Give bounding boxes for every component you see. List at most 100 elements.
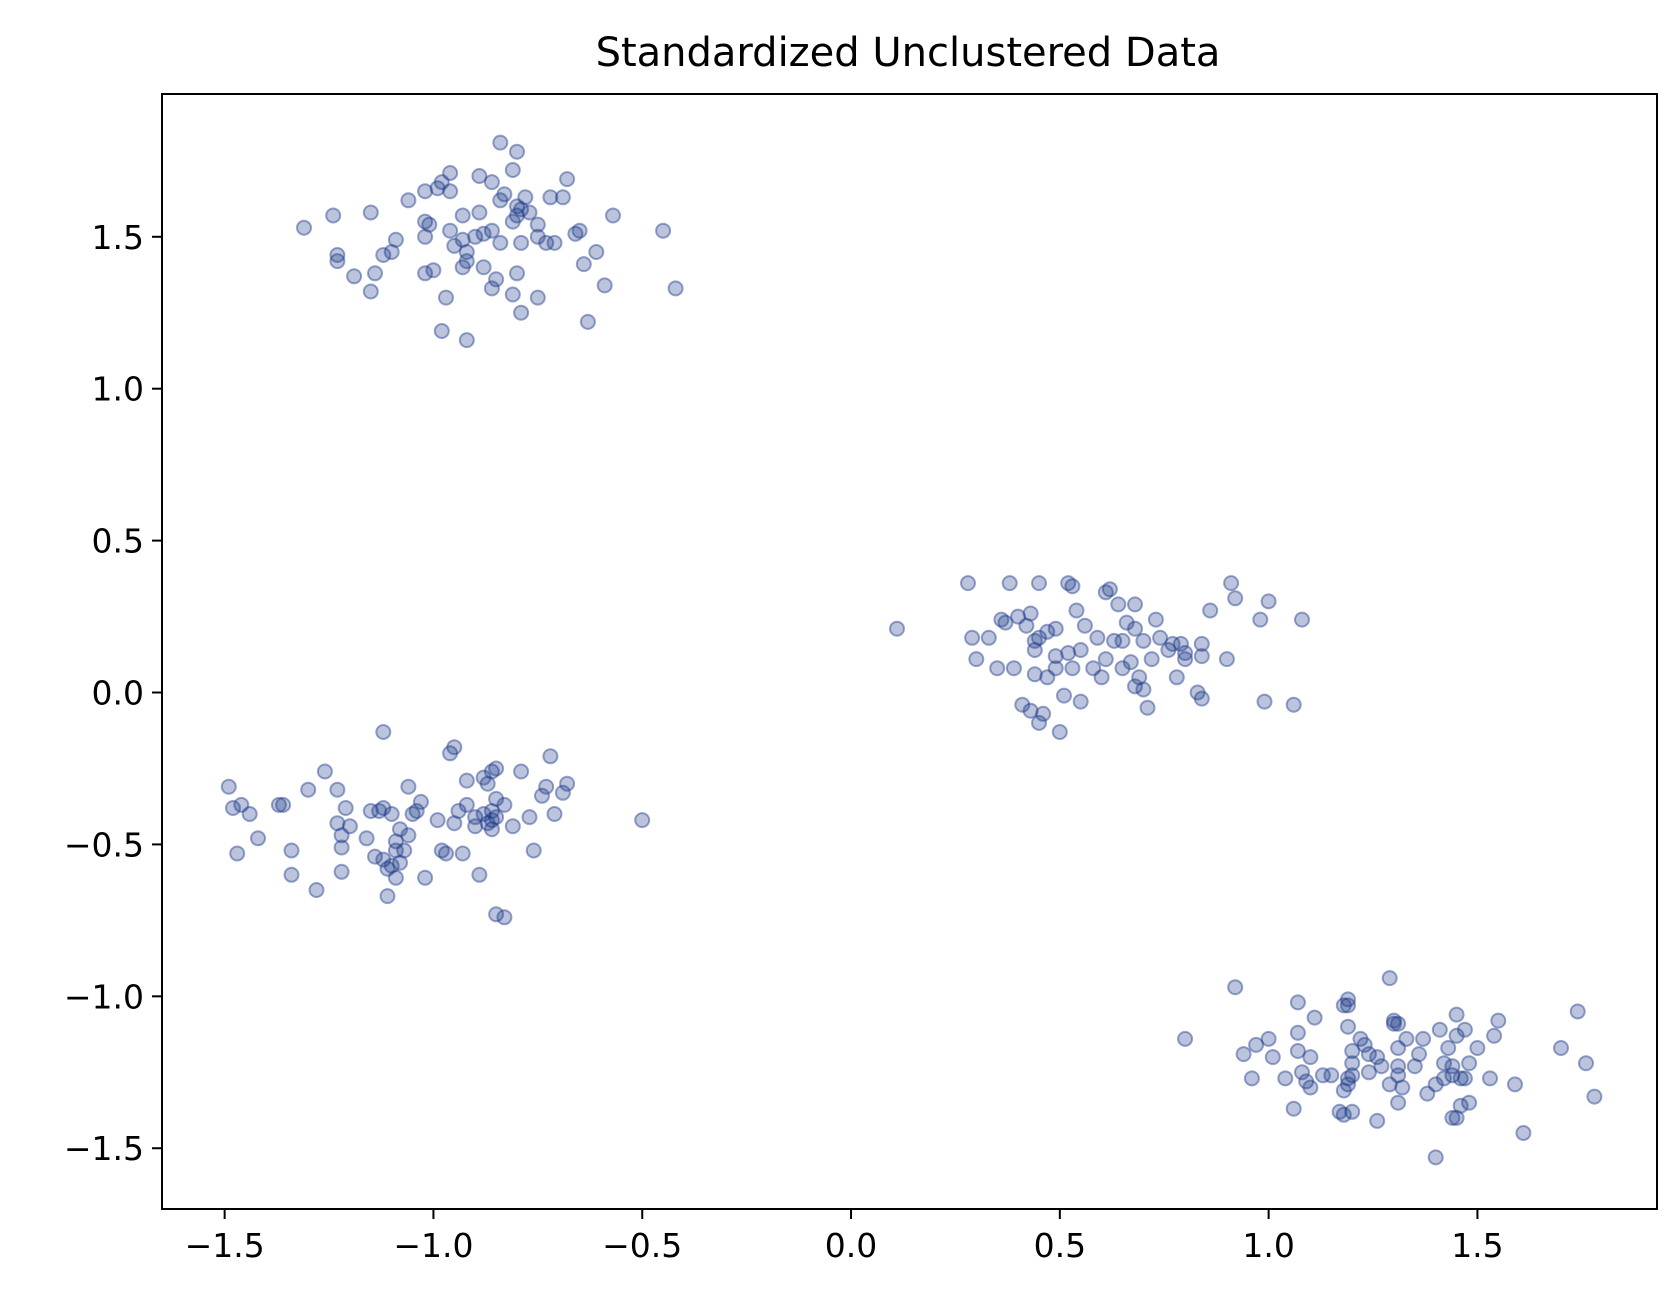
- x-tick-label: 0.0: [825, 1226, 877, 1265]
- data-point: [1252, 611, 1269, 628]
- data-point: [546, 234, 563, 251]
- data-point: [1060, 575, 1077, 592]
- data-point: [341, 818, 358, 835]
- data-point: [1486, 1027, 1503, 1044]
- data-point: [329, 247, 346, 263]
- data-point: [1035, 705, 1052, 722]
- data-point: [333, 827, 350, 844]
- data-point: [1064, 578, 1081, 595]
- data-point: [316, 763, 333, 780]
- data-point: [1039, 623, 1056, 640]
- data-point: [1114, 632, 1131, 649]
- data-point: [471, 204, 488, 221]
- data-point: [1164, 635, 1181, 652]
- data-point: [488, 906, 505, 923]
- data-point: [325, 207, 342, 224]
- data-point: [383, 806, 400, 822]
- data-point: [458, 253, 475, 270]
- data-point: [1131, 669, 1148, 686]
- data-point: [496, 186, 513, 203]
- data-point: [425, 262, 442, 279]
- data-point: [1352, 1030, 1369, 1047]
- data-point: [964, 629, 981, 646]
- data-point: [1097, 584, 1114, 601]
- data-point: [1026, 666, 1043, 683]
- data-point: [1448, 1027, 1465, 1044]
- data-point: [387, 842, 404, 859]
- data-point: [1436, 1070, 1452, 1087]
- data-point: [588, 244, 605, 260]
- data-point: [483, 821, 500, 838]
- data-point: [1172, 635, 1189, 652]
- data-point: [1260, 593, 1277, 610]
- data-point: [1085, 660, 1102, 677]
- data-point: [1340, 1070, 1356, 1087]
- data-point: [488, 809, 505, 826]
- data-point: [1461, 1094, 1478, 1111]
- data-point: [450, 803, 467, 819]
- data-point: [375, 851, 392, 868]
- data-point: [375, 800, 392, 816]
- data-point: [367, 265, 383, 282]
- data-point: [546, 806, 563, 822]
- data-point: [960, 575, 976, 592]
- data-point: [538, 778, 555, 795]
- data-point: [1302, 1079, 1319, 1096]
- data-point: [504, 213, 521, 230]
- y-tick-label: −1.0: [64, 977, 144, 1016]
- data-point: [233, 796, 250, 813]
- data-point: [488, 271, 505, 288]
- data-point: [1515, 1125, 1532, 1141]
- data-point: [1018, 617, 1035, 634]
- data-point: [1444, 1058, 1461, 1075]
- data-point: [1177, 1030, 1194, 1047]
- data-point: [1331, 1103, 1348, 1120]
- data-point: [1260, 1030, 1277, 1047]
- data-point: [1289, 1024, 1306, 1041]
- data-point: [1026, 632, 1043, 649]
- data-point: [371, 803, 388, 819]
- data-point: [333, 863, 350, 880]
- data-point: [308, 882, 325, 898]
- data-point: [458, 772, 475, 789]
- data-point: [387, 869, 404, 886]
- data-point: [1147, 611, 1164, 628]
- data-point: [367, 848, 383, 865]
- data-point: [283, 866, 300, 883]
- data-point: [571, 222, 588, 239]
- data-point: [1381, 1076, 1398, 1093]
- data-point: [333, 839, 350, 856]
- data-point: [605, 207, 621, 224]
- data-point: [509, 207, 525, 224]
- data-point: [554, 189, 571, 206]
- data-point: [1193, 690, 1210, 707]
- data-point: [1390, 1094, 1407, 1111]
- data-point: [383, 244, 400, 260]
- data-point: [283, 842, 300, 859]
- data-point: [400, 778, 417, 795]
- data-point: [492, 134, 509, 151]
- data-point: [1553, 1040, 1569, 1056]
- data-point: [1390, 1040, 1407, 1056]
- data-point: [1369, 1112, 1386, 1129]
- data-point: [475, 769, 492, 786]
- data-point: [554, 784, 571, 801]
- data-point: [1289, 1043, 1306, 1059]
- data-point: [446, 237, 463, 254]
- data-point: [1135, 632, 1152, 649]
- data-point: [483, 174, 500, 191]
- data-point: [1047, 648, 1064, 665]
- data-point: [458, 796, 475, 813]
- data-point: [1285, 1100, 1302, 1117]
- data-point: [1448, 1109, 1465, 1126]
- data-point: [1122, 654, 1139, 671]
- data-point: [379, 860, 396, 877]
- data-point: [375, 247, 392, 263]
- data-point: [1448, 1006, 1465, 1023]
- data-point: [454, 207, 471, 224]
- data-point: [1047, 660, 1064, 677]
- data-point: [387, 231, 404, 248]
- data-point: [404, 806, 421, 822]
- data-point: [475, 259, 492, 276]
